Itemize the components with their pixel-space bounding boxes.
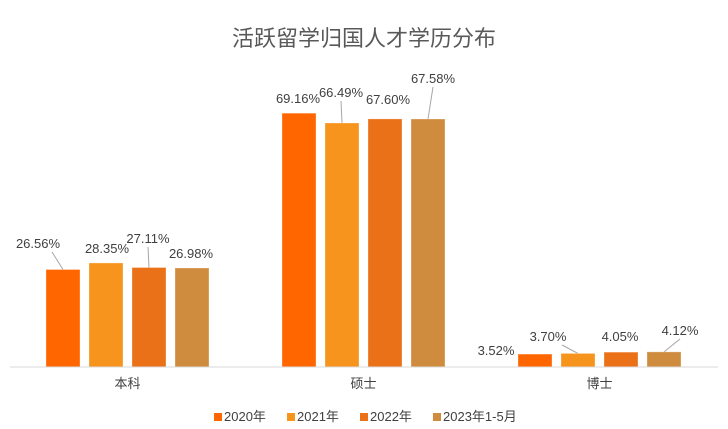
leader-line xyxy=(427,86,434,120)
leader-line xyxy=(147,246,150,268)
category-label: 本科 xyxy=(114,376,140,391)
bar-2020年-本科 xyxy=(45,269,81,368)
leader-line xyxy=(663,338,681,353)
legend-swatch xyxy=(287,413,295,421)
bar-2022年-本科 xyxy=(131,267,167,368)
legend-label: 2021年 xyxy=(297,409,339,424)
data-label: 3.52% xyxy=(478,343,515,358)
data-label: 67.58% xyxy=(411,71,456,86)
legend-swatch xyxy=(214,413,222,421)
bar-2022年-硕士 xyxy=(367,118,403,368)
data-label: 69.16% xyxy=(276,91,321,106)
data-label: 66.49% xyxy=(319,85,364,100)
data-label: 4.12% xyxy=(662,323,699,338)
chart-title: 活跃留学归国人才学历分布 xyxy=(232,26,496,51)
bar-2022年-博士 xyxy=(603,351,639,368)
category-label: 硕士 xyxy=(350,376,376,391)
leader-line xyxy=(340,100,343,124)
bar-2023年1-5月-博士 xyxy=(646,351,682,368)
data-label: 27.11% xyxy=(126,231,170,246)
leader-line xyxy=(561,344,579,354)
data-label: 28.35% xyxy=(85,241,130,256)
legend-label: 2020年 xyxy=(224,409,266,424)
bar-2021年-硕士 xyxy=(324,122,360,368)
data-label: 26.56% xyxy=(16,236,61,251)
leader-line xyxy=(51,251,64,270)
data-label: 26.98% xyxy=(169,246,214,261)
bar-2023年1-5月-硕士 xyxy=(410,118,446,368)
legend-swatch xyxy=(360,413,368,421)
legend-label: 2023年1-5月 xyxy=(443,409,517,424)
data-label: 3.70% xyxy=(530,329,567,344)
data-label: 4.05% xyxy=(602,329,639,344)
bar-2023年1-5月-本科 xyxy=(174,267,210,368)
data-label: 67.60% xyxy=(366,92,411,107)
bar-2020年-硕士 xyxy=(281,112,317,368)
bar-2020年-博士 xyxy=(517,353,553,368)
legend-label: 2022年 xyxy=(370,409,412,424)
bar-2021年-博士 xyxy=(560,352,596,368)
category-label: 博士 xyxy=(586,376,612,391)
bar-2021年-本科 xyxy=(88,262,124,368)
legend-swatch xyxy=(433,413,441,421)
